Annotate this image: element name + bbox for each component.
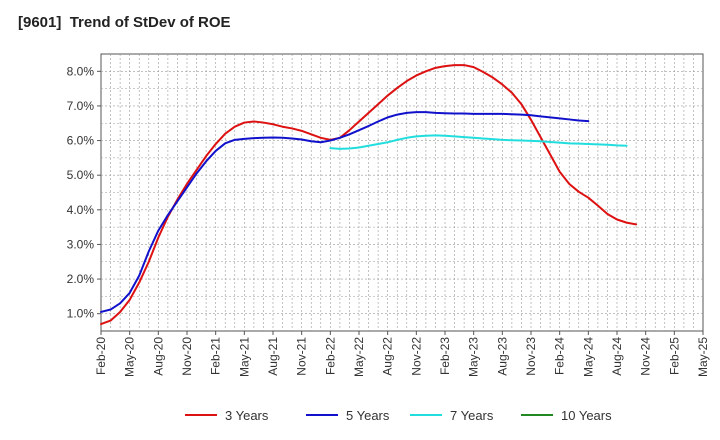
x-tick-label: May-23 (467, 337, 481, 377)
y-tick-label: 3.0% (67, 237, 95, 251)
x-tick-label: Aug-22 (381, 337, 395, 376)
y-tick-label: 4.0% (67, 203, 95, 217)
x-tick-label: Nov-24 (639, 337, 653, 376)
legend-label: 5 Years (346, 408, 390, 423)
x-tick-label: Nov-23 (524, 337, 538, 376)
x-tick-label: May-22 (352, 337, 366, 377)
x-tick-label: Feb-22 (323, 337, 337, 375)
x-tick-label: Feb-20 (94, 337, 108, 375)
x-tick-label: Aug-23 (495, 337, 509, 376)
x-tick-label: May-25 (696, 337, 710, 377)
x-tick-label: May-21 (237, 337, 251, 377)
y-tick-label: 2.0% (67, 272, 95, 286)
x-tick-label: Nov-20 (180, 337, 194, 376)
x-tick-label: Aug-20 (151, 337, 165, 376)
x-tick-label: Feb-24 (553, 337, 567, 375)
x-tick-label: Nov-22 (409, 337, 423, 376)
y-tick-label: 7.0% (67, 99, 95, 113)
x-tick-label: May-24 (581, 337, 595, 377)
y-tick-label: 1.0% (67, 307, 95, 321)
y-tick-label: 5.0% (67, 168, 95, 182)
legend-label: 10 Years (561, 408, 612, 423)
x-tick-label: Feb-23 (438, 337, 452, 375)
y-tick-label: 8.0% (67, 64, 95, 78)
legend-label: 7 Years (450, 408, 494, 423)
x-tick-label: Nov-21 (295, 337, 309, 376)
legend-label: 3 Years (225, 408, 269, 423)
x-tick-label: Aug-24 (610, 337, 624, 376)
y-tick-label: 6.0% (67, 134, 95, 148)
series-line-3-years (100, 64, 638, 326)
x-tick-label: May-20 (123, 337, 137, 377)
x-tick-label: Aug-21 (266, 337, 280, 376)
x-tick-label: Feb-25 (667, 337, 681, 375)
series-line-5-years (100, 111, 590, 313)
series-line-7-years (329, 134, 628, 150)
chart-title: [9601] Trend of StDev of ROE (18, 14, 231, 31)
x-tick-label: Feb-21 (209, 337, 223, 375)
